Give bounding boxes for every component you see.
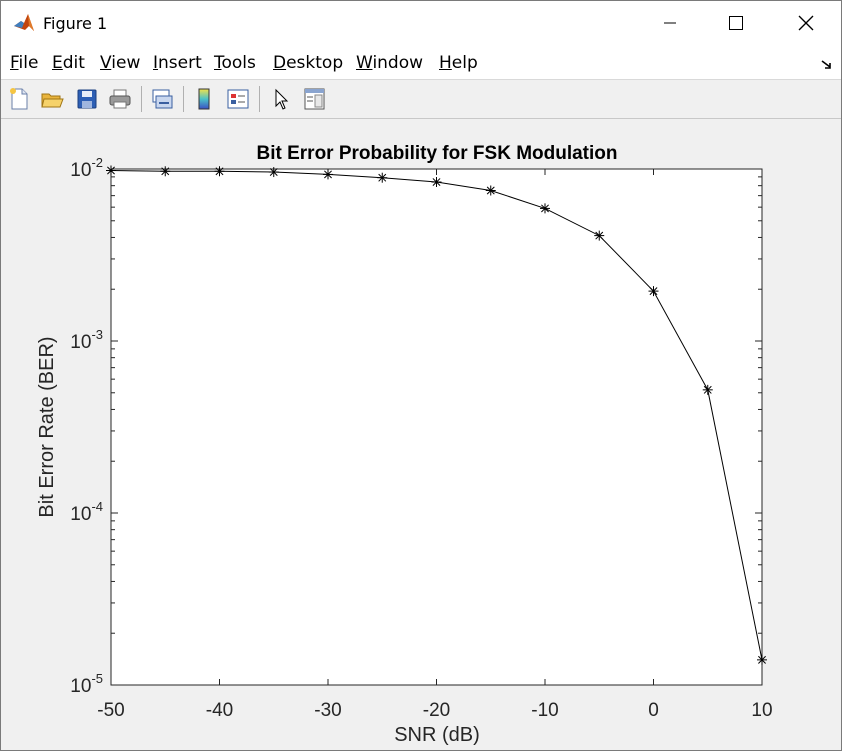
x-tick-labels: -50 -40 -30 -20 -10 0 10 xyxy=(97,700,772,721)
minimize-icon xyxy=(664,22,676,24)
title-bar: Figure 1 xyxy=(1,1,841,45)
x-tick-label: -40 xyxy=(206,700,233,721)
insert-legend-icon xyxy=(227,89,249,109)
x-tick-label: -20 xyxy=(423,700,450,721)
x-tick-label: 10 xyxy=(751,700,772,721)
y-axis-label: Bit Error Rate (BER) xyxy=(36,336,58,517)
data-point-marker xyxy=(540,203,550,214)
menu-window[interactable]: Window xyxy=(356,53,424,73)
data-point-marker xyxy=(323,169,333,180)
data-point-marker xyxy=(268,167,279,178)
close-button[interactable] xyxy=(783,1,829,45)
insert-colorbar-icon xyxy=(198,88,210,110)
y-tick-label: 10-2 xyxy=(70,155,103,181)
property-inspector-button[interactable] xyxy=(300,85,328,113)
new-figure-icon xyxy=(10,88,28,110)
data-point-marker xyxy=(485,185,496,196)
chart-title: Bit Error Probability for FSK Modulation xyxy=(257,143,618,164)
data-point-marker xyxy=(214,166,225,177)
x-tick-label: -50 xyxy=(97,700,124,721)
maximize-button[interactable] xyxy=(713,1,759,45)
menu-desktop[interactable]: Desktop xyxy=(273,53,344,73)
property-inspector-icon xyxy=(304,88,325,110)
toolbar-separator xyxy=(141,86,142,112)
menu-help[interactable]: Help xyxy=(439,53,478,73)
data-point-marker xyxy=(431,177,442,188)
maximize-icon xyxy=(729,16,743,30)
toolbar xyxy=(1,80,841,119)
open-file-icon xyxy=(41,93,64,108)
x-tick-label: -10 xyxy=(531,700,558,721)
edit-plot-button[interactable] xyxy=(267,85,295,113)
close-icon xyxy=(798,15,814,31)
menu-file[interactable]: File xyxy=(10,53,39,73)
data-point-marker xyxy=(594,230,605,241)
data-point-marker xyxy=(106,165,116,176)
data-point-marker xyxy=(702,384,713,395)
menu-insert[interactable]: Insert xyxy=(153,53,202,73)
menu-bar: File Edit View Insert Tools Desktop Wind… xyxy=(1,45,841,80)
y-tick-label: 10-5 xyxy=(70,671,103,697)
new-figure-button[interactable] xyxy=(5,85,33,113)
plot-area xyxy=(110,168,763,686)
chart[interactable]: Bit Error Probability for FSK Modulation… xyxy=(1,119,841,750)
open-file-button[interactable] xyxy=(38,85,66,113)
save-button[interactable] xyxy=(73,85,101,113)
minimize-button[interactable] xyxy=(647,1,693,45)
toolbar-separator xyxy=(259,86,260,112)
insert-colorbar-button[interactable] xyxy=(190,85,218,113)
window-title: Figure 1 xyxy=(43,14,108,33)
menu-tools[interactable]: Tools xyxy=(214,53,256,73)
data-point-marker xyxy=(160,166,171,177)
toolbar-separator xyxy=(183,86,184,112)
x-tick-label: 0 xyxy=(648,700,659,721)
y-tick-labels: 10-2 10-3 10-4 10-5 xyxy=(70,155,103,697)
print-icon xyxy=(109,89,131,109)
link-plot-icon xyxy=(152,89,173,109)
x-axis-label: SNR (dB) xyxy=(394,724,480,746)
dock-arrow-icon[interactable] xyxy=(821,57,833,75)
menu-view[interactable]: View xyxy=(100,53,141,73)
y-tick-label: 10-3 xyxy=(70,327,103,353)
figure-canvas: Bit Error Probability for FSK Modulation… xyxy=(1,119,841,750)
matlab-logo-icon xyxy=(13,12,35,34)
save-icon xyxy=(77,89,97,109)
menu-edit[interactable]: Edit xyxy=(52,53,85,73)
data-point-marker xyxy=(757,654,767,665)
edit-plot-icon xyxy=(275,88,289,110)
print-button[interactable] xyxy=(106,85,134,113)
y-tick-label: 10-4 xyxy=(70,499,103,525)
x-tick-label: -30 xyxy=(314,700,341,721)
insert-legend-button[interactable] xyxy=(224,85,252,113)
data-point-marker xyxy=(648,286,659,297)
link-plot-button[interactable] xyxy=(148,85,176,113)
ber-series-markers xyxy=(106,165,767,665)
data-point-marker xyxy=(377,172,388,183)
